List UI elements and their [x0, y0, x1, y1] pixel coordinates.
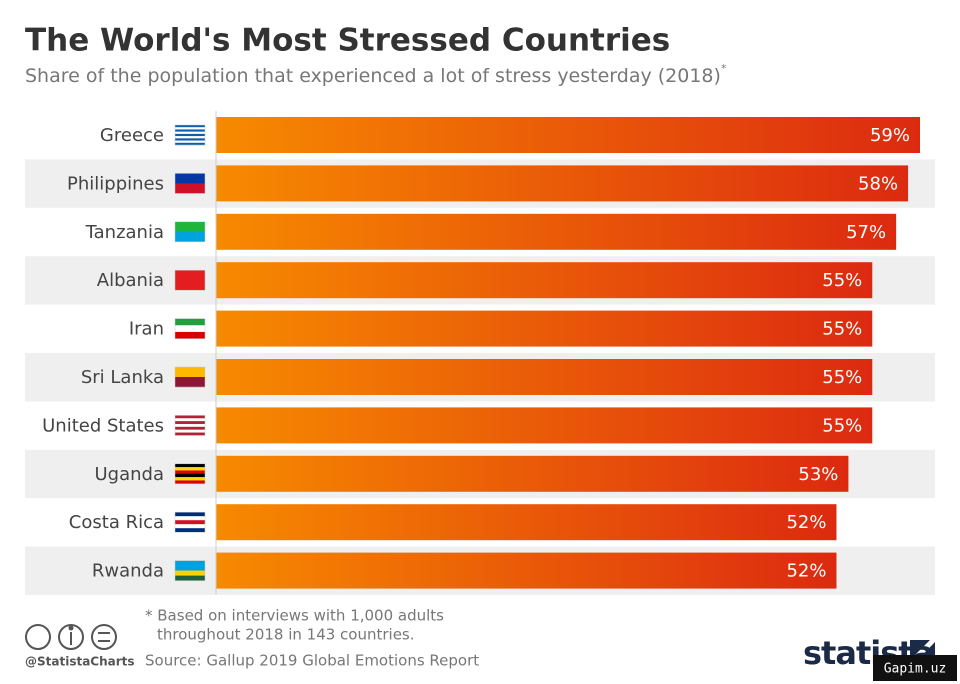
value-label: 52% — [786, 561, 826, 582]
note-line: * Based on interviews with 1,000 adults — [145, 607, 444, 625]
value-label: 57% — [846, 222, 886, 243]
category-label: Sri Lanka — [81, 367, 164, 388]
flag-stripe — [175, 512, 205, 517]
cc-icons — [25, 624, 117, 650]
flag-stripe — [175, 133, 205, 137]
flag-stripe — [175, 318, 205, 326]
flag-stripe — [175, 429, 205, 433]
flag-border — [174, 221, 206, 243]
flag-border — [174, 415, 206, 436]
handle: @StatistaCharts — [25, 655, 135, 669]
flag-stripe — [175, 560, 205, 566]
bar — [216, 262, 873, 299]
value-label: 55% — [822, 415, 862, 436]
value-label: 55% — [822, 270, 862, 291]
flag-stripe — [175, 377, 205, 388]
flag-stripe — [175, 129, 205, 132]
flag-stripe — [175, 477, 205, 481]
flag-stripe — [175, 231, 205, 242]
value-label: 53% — [798, 464, 838, 485]
flag-stripe — [175, 173, 205, 184]
flag-stripe — [175, 325, 205, 333]
category-label: Greece — [100, 125, 164, 146]
value-label: 55% — [822, 319, 862, 340]
flag-stripe — [175, 423, 205, 428]
flag-stripe — [175, 415, 205, 419]
flag-stripe — [175, 524, 205, 529]
flag-border — [174, 560, 206, 581]
flag-stripe — [175, 480, 205, 484]
flag-stripe — [175, 516, 205, 521]
flag-border — [174, 511, 206, 533]
subtitle-mark: * — [721, 62, 727, 75]
category-label: Rwanda — [92, 561, 164, 582]
flag-stripe — [175, 131, 205, 135]
category-label: Albania — [97, 270, 164, 291]
category-label: Tanzania — [85, 222, 164, 243]
watermark-box — [873, 655, 957, 681]
note-line: throughout 2018 in 143 countries. — [157, 626, 415, 644]
bar — [216, 213, 897, 250]
bar — [216, 310, 873, 347]
flag-border — [174, 318, 206, 339]
chart-subtitle: Share of the population that experienced… — [25, 62, 727, 87]
flag-stripe — [175, 528, 205, 533]
flag-stripe — [175, 142, 205, 146]
chart-title: The World's Most Stressed Countries — [25, 23, 670, 59]
category-label: Uganda — [95, 464, 165, 485]
flag-stripe — [175, 140, 205, 143]
bar — [216, 359, 873, 395]
flag-stripe — [175, 432, 205, 436]
value-label: 55% — [822, 367, 862, 388]
flag-stripe — [175, 473, 205, 478]
bar — [216, 165, 909, 202]
flag-stripe — [175, 426, 205, 430]
flag-stripe — [175, 367, 205, 378]
source: Source: Gallup 2019 Global Emotions Repo… — [145, 652, 479, 670]
flag-stripe — [175, 463, 205, 468]
category-label: United States — [42, 415, 164, 436]
value-label: 52% — [786, 512, 826, 533]
flag-stripe — [175, 467, 205, 471]
bar — [216, 407, 873, 444]
flag-border — [174, 269, 206, 291]
bar — [216, 117, 920, 153]
flag-stripe — [175, 520, 205, 525]
category-label: Philippines — [67, 173, 164, 194]
category-label: Iran — [129, 319, 164, 340]
value-label: 59% — [870, 125, 910, 146]
value-label: 58% — [858, 173, 898, 194]
flag-stripe — [175, 221, 205, 232]
bar — [216, 455, 849, 492]
watermark: Gapim.uz — [884, 662, 947, 677]
flag-stripe — [175, 418, 205, 422]
flag-stripe — [175, 183, 205, 194]
flag-stripe — [175, 125, 205, 128]
flag-stripe — [175, 138, 205, 141]
flag-stripe — [175, 136, 205, 139]
bar — [216, 552, 837, 589]
category-label: Costa Rica — [69, 512, 164, 533]
flag-stripe — [175, 470, 205, 474]
rows: 59% Greece 58% Philippines 57% Tanzania 55% Alb… — [25, 117, 935, 595]
flag-stripe — [175, 570, 205, 576]
flag-border — [174, 124, 206, 146]
flag-stripe — [175, 565, 205, 571]
bar — [216, 504, 837, 541]
flag-stripe — [175, 270, 205, 291]
flag-border — [174, 366, 206, 388]
flag-border — [174, 463, 206, 485]
flag-stripe — [175, 127, 205, 130]
flag-stripe — [175, 421, 205, 425]
flag-stripe — [175, 575, 205, 581]
flag-border — [174, 173, 206, 194]
flag-stripe — [175, 331, 205, 339]
subtitle-text: Share of the population that experienced… — [25, 65, 721, 87]
